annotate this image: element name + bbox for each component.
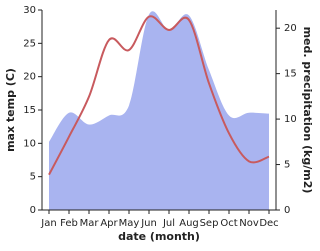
y2-tick-label: 0 — [284, 205, 290, 216]
chart: date (month) max temp (C) med. precipita… — [4, 5, 314, 243]
y2-tick-label: 20 — [284, 23, 297, 34]
page: {"chart_data": {"type": "line-area", "x_… — [4, 5, 314, 243]
y-tick-label: 5 — [30, 172, 36, 183]
x-tick-label: Jan — [40, 218, 56, 229]
x-tick-label: Aug — [179, 218, 199, 229]
y2-axis-title: med. precipitation (kg/m2) — [301, 27, 314, 194]
y-axis-title: max temp (C) — [4, 68, 17, 152]
x-axis-title: date (month) — [118, 230, 200, 243]
x-tick-label: Jun — [140, 218, 157, 229]
x-tick-label: Oct — [220, 218, 237, 229]
x-tick-label: Dec — [259, 218, 278, 229]
x-tick-label: Sep — [200, 218, 219, 229]
y-tick-label: 20 — [23, 72, 36, 83]
y-tick-label: 15 — [23, 105, 36, 116]
x-tick-label: Feb — [60, 218, 78, 229]
y2-tick-label: 5 — [284, 160, 290, 171]
y-tick-label: 25 — [23, 38, 36, 49]
x-tick-label: Apr — [100, 218, 118, 229]
y-tick-label: 30 — [23, 5, 36, 16]
precipitation-area — [49, 11, 269, 211]
y2-tick-label: 15 — [284, 69, 297, 80]
x-tick-label: Mar — [80, 218, 100, 229]
x-tick-label: May — [119, 218, 140, 229]
y-tick-label: 0 — [30, 205, 36, 216]
x-tick-label: Jul — [162, 218, 175, 229]
y-tick-label: 10 — [23, 138, 36, 149]
y2-tick-label: 10 — [284, 114, 297, 125]
temp-line — [48, 15, 270, 176]
x-tick-label: Nov — [239, 218, 259, 229]
